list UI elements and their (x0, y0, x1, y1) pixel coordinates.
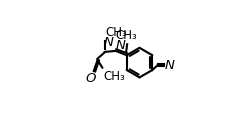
Text: N: N (104, 36, 114, 49)
Text: CH₃: CH₃ (106, 26, 127, 39)
Text: CH₃: CH₃ (116, 29, 138, 42)
Text: CH₃: CH₃ (104, 71, 125, 83)
Text: N: N (165, 59, 175, 72)
Text: O: O (86, 72, 96, 85)
Text: N: N (116, 39, 126, 52)
